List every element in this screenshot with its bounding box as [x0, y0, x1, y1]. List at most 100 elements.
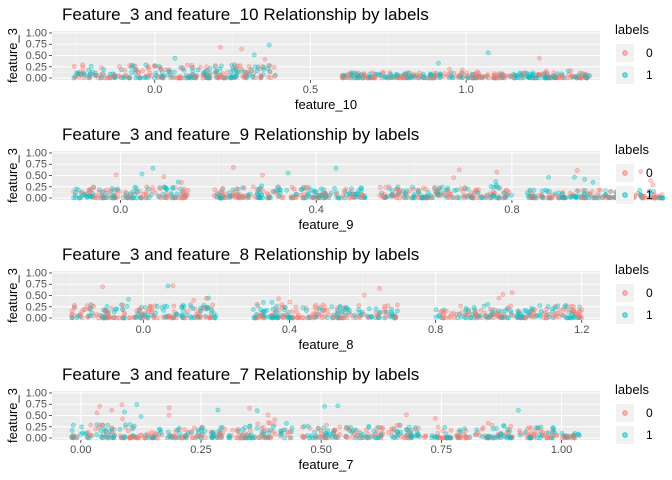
scatter-point: [266, 195, 272, 201]
scatter-point: [483, 312, 488, 318]
scatter-point: [372, 75, 378, 81]
scatter-point: [380, 70, 385, 76]
scatter-point: [252, 64, 258, 70]
scatter-point: [501, 74, 507, 80]
scatter-point: [433, 307, 439, 313]
scatter-point: [305, 190, 311, 196]
scatter-point: [358, 188, 364, 194]
x-tick-label: 0.8: [428, 324, 443, 336]
scatter-point: [198, 305, 203, 311]
scatter-point: [275, 184, 280, 190]
y-tick-label: 0.50: [26, 290, 47, 302]
scatter-point: [491, 72, 497, 78]
scatter-point: [218, 435, 224, 441]
scatter-point: [222, 426, 227, 432]
scatter-point: [80, 430, 85, 436]
scatter-point: [150, 165, 156, 171]
scatter-point: [250, 184, 256, 190]
legend-label: 1: [646, 308, 653, 322]
scatter-point: [153, 70, 159, 76]
scatter-point: [549, 195, 554, 201]
scatter-point: [75, 71, 81, 77]
scatter-point: [307, 315, 313, 320]
scatter-point: [131, 423, 137, 429]
scatter-point: [181, 68, 187, 73]
scatter-point: [525, 190, 530, 195]
scatter-point: [193, 75, 199, 81]
scatter-point: [200, 75, 206, 81]
scatter-point: [246, 72, 252, 77]
scatter-point: [394, 302, 400, 308]
scatter-point: [184, 62, 190, 68]
scatter-point: [305, 192, 311, 197]
x-axis-title: feature_10: [295, 97, 357, 112]
scatter-point: [420, 185, 426, 191]
y-tick-label: 0.00: [26, 433, 47, 445]
scatter-point: [394, 73, 399, 78]
scatter-point: [258, 75, 264, 80]
scatter-point: [360, 431, 366, 437]
scatter-point: [234, 428, 240, 434]
scatter-point: [481, 303, 487, 309]
scatter-point: [165, 72, 170, 78]
scatter-point: [550, 306, 555, 312]
scatter-point: [239, 194, 245, 200]
scatter-point: [303, 308, 309, 313]
scatter-point: [432, 434, 438, 440]
scatter-point: [458, 314, 464, 320]
scatter-point: [403, 70, 409, 76]
scatter-point: [171, 303, 177, 309]
scatter-point: [487, 306, 493, 312]
scatter-point: [226, 432, 232, 438]
scatter-point: [142, 435, 148, 441]
chart-title: Feature_3 and feature_10 Relationship by…: [62, 5, 429, 24]
scatter-point: [280, 194, 286, 200]
scatter-point: [250, 74, 256, 79]
scatter-point: [447, 434, 452, 440]
scatter-point: [337, 432, 343, 437]
y-axis-title: feature_3: [5, 148, 20, 203]
x-tick-label: 0.50: [310, 444, 331, 456]
scatter-point: [501, 195, 507, 201]
scatter-point: [441, 71, 447, 77]
scatter-point: [322, 403, 327, 409]
scatter-point: [195, 314, 201, 320]
y-tick-label: 0.50: [26, 410, 47, 422]
scatter-point: [443, 308, 449, 314]
scatter-point: [437, 192, 443, 197]
scatter-point: [168, 191, 174, 197]
scatter-point: [546, 435, 552, 440]
scatter-point: [574, 188, 580, 193]
scatter-point: [559, 75, 565, 81]
scatter-point: [253, 75, 258, 80]
scatter-point: [456, 195, 462, 201]
scatter-point: [496, 295, 502, 301]
scatter-point: [70, 422, 76, 428]
legend-label: 1: [646, 188, 653, 202]
scatter-point: [109, 426, 115, 432]
legend: labels 0 1: [615, 22, 653, 84]
scatter-point: [485, 420, 491, 426]
scatter-point: [115, 186, 120, 192]
scatter-point: [214, 69, 220, 74]
scatter-point: [145, 186, 151, 192]
scatter-point: [125, 428, 131, 434]
scatter-point: [354, 75, 360, 80]
scatter-point: [320, 302, 326, 308]
scatter-point: [86, 67, 92, 73]
scatter-point: [72, 305, 77, 310]
legend-key: [616, 44, 634, 62]
scatter-point: [590, 179, 596, 185]
scatter-point: [533, 75, 539, 80]
scatter-point: [556, 314, 562, 320]
scatter-point: [229, 63, 235, 68]
scatter-point: [246, 64, 252, 69]
scatter-point: [456, 167, 462, 173]
scatter-point: [361, 292, 367, 298]
legend-marker: [622, 312, 628, 318]
scatter-point: [422, 435, 427, 440]
scatter-point: [564, 75, 570, 81]
scatter-point: [180, 65, 186, 71]
scatter-point: [474, 75, 479, 81]
scatter-point: [403, 72, 409, 77]
